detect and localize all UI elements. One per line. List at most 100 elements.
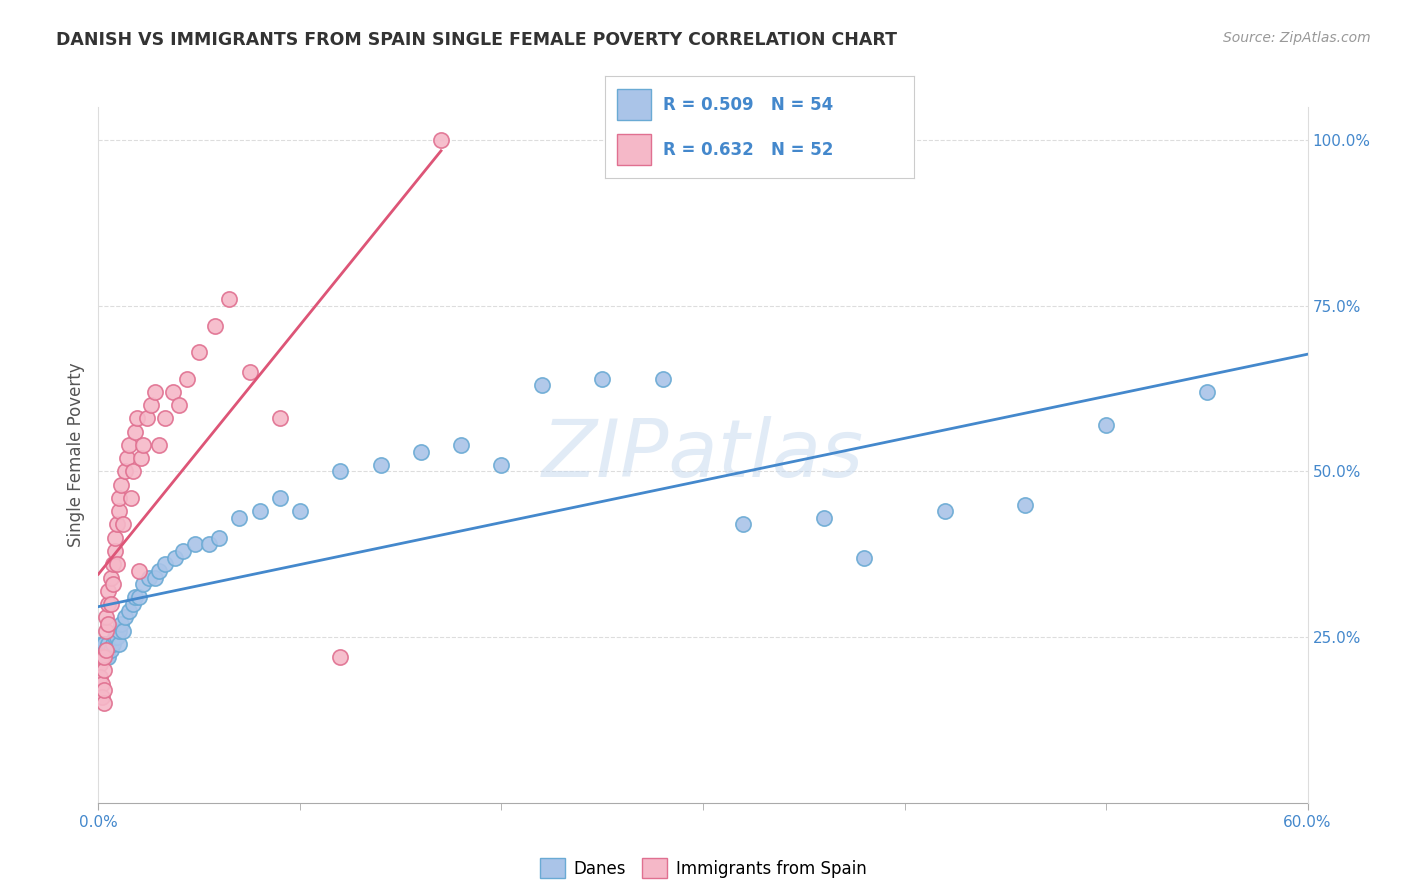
Point bbox=[176, 372, 198, 386]
Point bbox=[97, 643, 120, 657]
Point bbox=[269, 411, 291, 425]
Point bbox=[124, 591, 146, 605]
Point bbox=[114, 465, 136, 479]
Point bbox=[91, 676, 114, 690]
Bar bbox=[617, 89, 651, 120]
Point bbox=[651, 372, 673, 386]
Point bbox=[135, 411, 157, 425]
Point bbox=[249, 504, 271, 518]
Point bbox=[153, 558, 176, 572]
Point bbox=[93, 683, 115, 698]
Text: Source: ZipAtlas.com: Source: ZipAtlas.com bbox=[1223, 31, 1371, 45]
Point bbox=[934, 504, 956, 518]
Point bbox=[96, 643, 118, 657]
Point bbox=[530, 378, 553, 392]
Point bbox=[105, 630, 128, 644]
Point bbox=[128, 564, 150, 578]
Point bbox=[409, 444, 432, 458]
Point bbox=[101, 577, 124, 591]
Point bbox=[96, 643, 118, 657]
Point bbox=[124, 425, 146, 439]
Point bbox=[125, 411, 148, 425]
Text: R = 0.632   N = 52: R = 0.632 N = 52 bbox=[664, 141, 834, 159]
Point bbox=[93, 697, 115, 711]
Point bbox=[97, 597, 120, 611]
Point bbox=[91, 690, 114, 704]
Point bbox=[118, 438, 141, 452]
Point bbox=[105, 558, 128, 572]
Point bbox=[89, 643, 111, 657]
Point bbox=[129, 451, 152, 466]
Point bbox=[103, 544, 125, 558]
Point bbox=[91, 637, 114, 651]
Point bbox=[91, 650, 114, 665]
Point bbox=[97, 583, 120, 598]
Point bbox=[184, 537, 207, 551]
Point bbox=[93, 650, 115, 665]
Point bbox=[288, 504, 311, 518]
Point bbox=[143, 384, 166, 399]
Point bbox=[107, 491, 129, 505]
Point bbox=[103, 531, 125, 545]
Point bbox=[93, 643, 115, 657]
Point bbox=[853, 550, 876, 565]
Point bbox=[100, 643, 122, 657]
Point bbox=[1195, 384, 1218, 399]
Point bbox=[107, 504, 129, 518]
Point bbox=[1014, 498, 1036, 512]
Y-axis label: Single Female Poverty: Single Female Poverty bbox=[66, 363, 84, 547]
Point bbox=[89, 670, 111, 684]
Point bbox=[430, 133, 453, 147]
Point bbox=[491, 458, 513, 472]
Point bbox=[208, 531, 231, 545]
Point bbox=[167, 398, 190, 412]
Point bbox=[591, 372, 613, 386]
Point bbox=[110, 477, 132, 491]
Point bbox=[139, 398, 162, 412]
Point bbox=[114, 610, 136, 624]
Point bbox=[100, 597, 122, 611]
Point bbox=[269, 491, 291, 505]
Point bbox=[204, 318, 226, 333]
Point bbox=[132, 577, 155, 591]
Point bbox=[96, 624, 118, 638]
Point bbox=[110, 616, 132, 631]
Point bbox=[96, 610, 118, 624]
Point bbox=[172, 544, 194, 558]
Point bbox=[111, 624, 134, 638]
Point bbox=[143, 570, 166, 584]
Point bbox=[89, 657, 111, 671]
Point bbox=[115, 451, 138, 466]
Point bbox=[163, 550, 186, 565]
Point bbox=[111, 517, 134, 532]
Text: R = 0.509   N = 54: R = 0.509 N = 54 bbox=[664, 95, 834, 113]
Point bbox=[93, 650, 115, 665]
Point bbox=[121, 465, 143, 479]
Point bbox=[132, 438, 155, 452]
Point bbox=[128, 591, 150, 605]
Point bbox=[733, 517, 755, 532]
Point bbox=[100, 570, 122, 584]
Legend: Danes, Immigrants from Spain: Danes, Immigrants from Spain bbox=[533, 851, 873, 885]
Point bbox=[813, 511, 835, 525]
Point bbox=[329, 465, 352, 479]
Point bbox=[93, 637, 115, 651]
Point bbox=[198, 537, 221, 551]
Point bbox=[188, 345, 211, 359]
Point bbox=[153, 411, 176, 425]
Point bbox=[450, 438, 472, 452]
Point bbox=[329, 650, 352, 665]
Point bbox=[107, 637, 129, 651]
Point bbox=[120, 491, 142, 505]
Point bbox=[101, 637, 124, 651]
Bar bbox=[617, 135, 651, 165]
Point bbox=[101, 558, 124, 572]
Point bbox=[103, 630, 125, 644]
Point bbox=[148, 564, 170, 578]
Point bbox=[370, 458, 392, 472]
Point bbox=[107, 624, 129, 638]
Point bbox=[1095, 418, 1118, 433]
Point bbox=[96, 650, 118, 665]
Point bbox=[138, 570, 160, 584]
Point bbox=[148, 438, 170, 452]
